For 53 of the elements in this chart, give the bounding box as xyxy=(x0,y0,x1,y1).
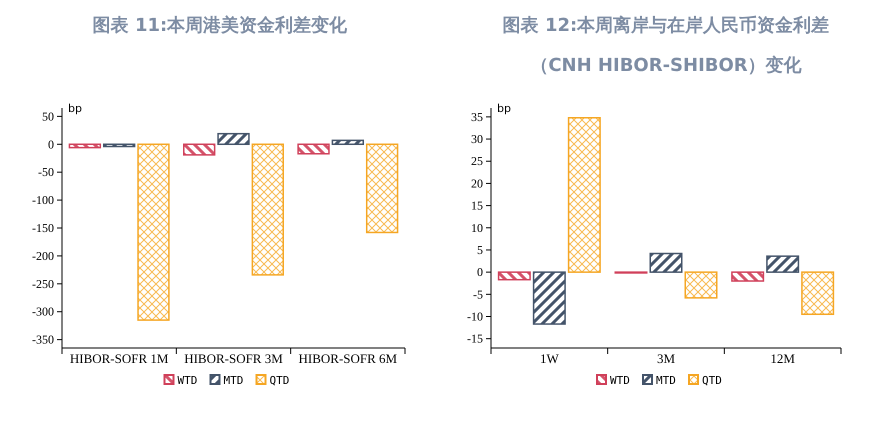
y-tick-label: 30 xyxy=(471,132,483,146)
y-tick-label: -250 xyxy=(32,276,54,291)
bar xyxy=(766,255,800,273)
chart-title: 图表 12:本周离岸与在岸人民币资金利差（CNH HIBOR-SHIBOR）变化 xyxy=(502,14,830,78)
bar xyxy=(217,132,250,146)
bar xyxy=(102,144,136,148)
y-tick-label: 25 xyxy=(471,154,483,168)
y-tick-label: 5 xyxy=(477,242,483,257)
y-tick-label: -350 xyxy=(32,332,54,347)
y-tick-label: -50 xyxy=(38,165,54,180)
bar xyxy=(366,144,398,234)
y-tick-label: 0 xyxy=(477,265,483,280)
bar xyxy=(568,117,601,273)
chart-title: 图表 11:本周港美资金利差变化 xyxy=(92,14,348,38)
y-axis-title: bp xyxy=(68,102,82,115)
bar xyxy=(332,140,364,146)
y-tick-label: -15 xyxy=(467,332,483,346)
legend-label: QTD xyxy=(270,374,290,387)
y-tick-label: 50 xyxy=(42,109,54,124)
bar xyxy=(731,271,764,282)
bar xyxy=(801,271,834,316)
x-tick-label: HIBOR-SOFR 6M xyxy=(298,351,398,366)
bar xyxy=(498,271,531,280)
bar xyxy=(650,252,682,273)
x-tick-label: HIBOR-SOFR 1M xyxy=(70,351,169,366)
legend-label: WTD xyxy=(178,374,198,387)
y-tick-label: -300 xyxy=(32,304,54,319)
x-tick-label: HIBOR-SOFR 3M xyxy=(184,351,284,366)
y-tick-label: 10 xyxy=(471,220,483,235)
y-tick-label: 20 xyxy=(471,176,483,190)
x-tick-label: 3M xyxy=(656,351,676,366)
legend-label: WTD xyxy=(610,374,630,387)
y-tick-label: 0 xyxy=(48,137,54,152)
bar xyxy=(183,144,216,156)
bar xyxy=(684,271,718,299)
y-tick-label: -5 xyxy=(473,287,483,302)
x-tick-label: 1W xyxy=(540,351,560,366)
bar xyxy=(532,271,566,325)
y-tick-label: -10 xyxy=(467,310,483,324)
legend-label: MTD xyxy=(224,374,244,387)
legend-label: MTD xyxy=(656,374,676,387)
y-tick-label: -100 xyxy=(32,193,54,208)
bar xyxy=(297,144,330,155)
legend-label: QTD xyxy=(702,374,722,387)
y-axis-title: bp xyxy=(497,102,511,115)
bar xyxy=(68,144,102,148)
y-tick-label: 35 xyxy=(471,110,483,124)
bar xyxy=(137,144,170,321)
bar xyxy=(252,144,284,276)
y-tick-label: -200 xyxy=(32,248,54,263)
y-tick-label: -150 xyxy=(32,221,54,235)
x-tick-label: 12M xyxy=(770,351,796,366)
y-tick-label: 15 xyxy=(471,198,483,213)
